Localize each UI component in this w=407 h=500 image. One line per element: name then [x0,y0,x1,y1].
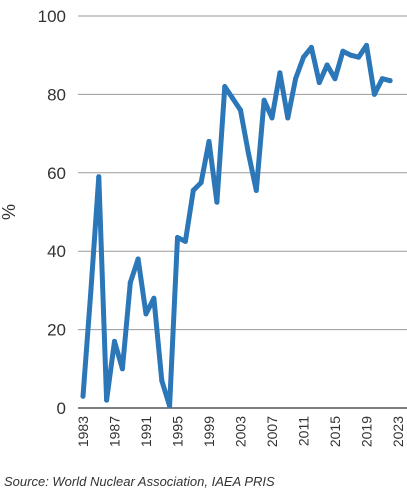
x-tick-label: 2023 [390,416,406,447]
data-point [245,150,251,156]
data-point [364,42,369,48]
data-point [230,95,236,101]
x-tick-label: 2007 [264,416,280,447]
data-point [159,378,165,384]
data-point [88,287,94,293]
data-point [348,52,354,58]
data-point [119,366,125,372]
data-point [127,280,133,286]
data-point [371,91,377,97]
data-point [112,338,117,344]
x-tick-label: 1987 [107,416,123,447]
data-point [238,107,243,113]
data-point [190,187,196,193]
x-tick-label: 2011 [296,416,312,446]
data-point [175,234,180,240]
x-tick-label: 2015 [327,416,343,447]
data-point [316,80,322,86]
data-point [198,180,204,186]
y-axis-tick-labels: 0 20 40 60 80 100 [38,7,66,418]
data-point [293,76,299,82]
data-point [135,256,141,262]
data-point [222,84,228,90]
gridlines [78,15,407,409]
source-note: Source: World Nuclear Association, IAEA … [4,474,275,489]
y-tick-label: 40 [47,242,66,261]
data-point [104,397,110,403]
data-point [277,70,283,76]
data-point [151,295,157,301]
y-tick-label: 60 [47,164,66,183]
x-tick-label: 1999 [201,416,217,447]
y-tick-label: 0 [57,399,66,418]
data-point [167,403,173,409]
data-point [96,174,102,180]
data-point [80,393,86,399]
series-group [80,42,393,409]
data-point [324,62,330,68]
data-point [261,97,267,103]
data-point [143,311,149,317]
data-point [332,76,338,82]
data-point [308,44,314,50]
data-point [340,48,346,54]
y-axis-label: % [0,204,19,220]
x-tick-label: 1983 [75,416,91,447]
x-tick-label: 2019 [359,416,375,447]
x-tick-label: 1995 [170,416,186,447]
data-point [379,76,385,82]
data-point [301,54,306,60]
y-tick-label: 100 [38,7,66,26]
data-point [182,238,188,244]
data-point [206,138,212,144]
data-point [356,54,362,60]
data-point [285,115,291,121]
data-point [253,187,259,193]
data-point [214,199,220,205]
x-axis-tick-labels: 1983 1987 1991 1995 1999 2003 2007 2011 2015 2019… [75,416,406,447]
y-tick-label: 80 [47,85,66,104]
data-point [269,115,275,121]
series-line [80,42,393,409]
x-tick-label: 2003 [233,416,249,447]
y-tick-label: 20 [47,321,66,340]
data-point [387,78,393,84]
x-tick-label: 1991 [138,416,154,447]
